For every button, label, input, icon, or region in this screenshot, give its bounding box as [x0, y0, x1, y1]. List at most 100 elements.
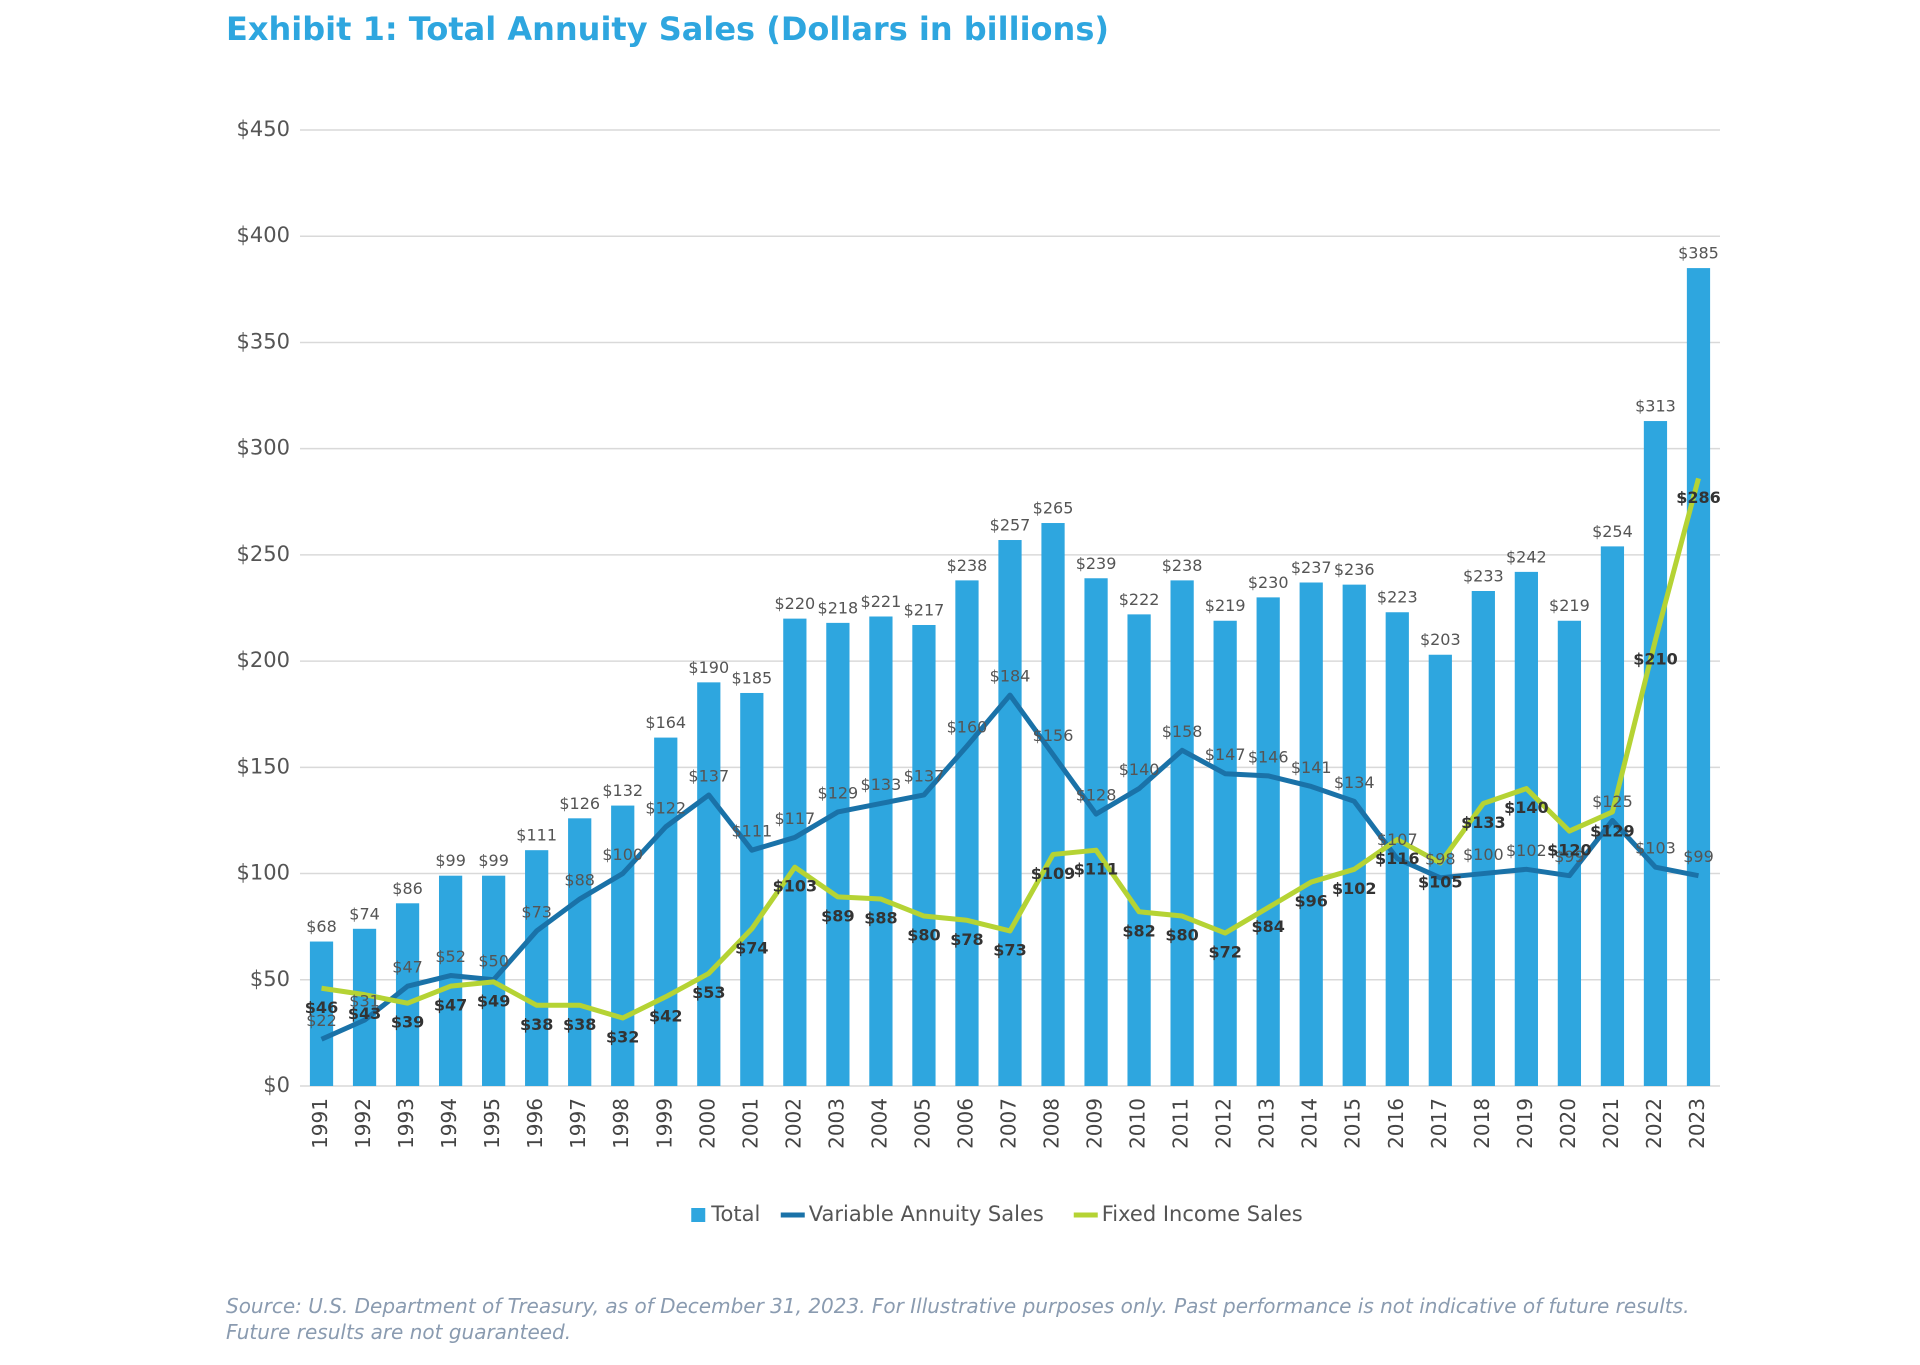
value-label: $22	[306, 1011, 337, 1030]
value-label: $107	[1377, 830, 1418, 849]
value-label: $313	[1635, 397, 1676, 416]
bar	[1041, 523, 1065, 1086]
x-tick-label: 1991	[308, 1098, 332, 1149]
value-label: $88	[564, 871, 595, 890]
x-tick-label: 2001	[738, 1098, 762, 1149]
legend-label: Fixed Income Sales	[1102, 1202, 1303, 1226]
value-label: $98	[1425, 849, 1456, 868]
value-label: $218	[818, 598, 859, 617]
value-label: $219	[1205, 596, 1246, 615]
value-label: $100	[602, 845, 643, 864]
value-label: $74	[349, 904, 380, 923]
value-label: $31	[349, 992, 380, 1011]
bar	[1213, 620, 1237, 1086]
value-label: $82	[1122, 921, 1155, 940]
bar	[740, 692, 764, 1086]
y-tick-label: $350	[237, 329, 290, 353]
value-label: $111	[1074, 860, 1119, 879]
bar	[568, 818, 592, 1086]
legend-label: Total	[710, 1202, 760, 1226]
x-tick-label: 2017	[1427, 1098, 1451, 1149]
value-label: $68	[306, 917, 337, 936]
value-label: $43	[348, 1004, 381, 1023]
x-tick-label: 2016	[1384, 1098, 1408, 1149]
value-label: $116	[1375, 849, 1420, 868]
value-label: $132	[602, 781, 643, 800]
value-label: $103	[1635, 839, 1676, 858]
bar	[826, 622, 850, 1086]
x-tick-label: 1995	[480, 1098, 504, 1149]
value-label: $111	[731, 822, 772, 841]
bar	[955, 580, 979, 1086]
value-label: $80	[907, 926, 940, 945]
x-tick-label: 2022	[1642, 1098, 1666, 1149]
x-tick-label: 1997	[566, 1098, 590, 1149]
value-label: $96	[1295, 892, 1328, 911]
source-box: Source: U.S. Department of Treasury, as …	[226, 1294, 1689, 1344]
bar	[309, 941, 334, 1086]
value-label: $47	[392, 958, 423, 977]
value-label: $49	[477, 991, 510, 1010]
value-label: $102	[1506, 841, 1547, 860]
value-label: $99	[1683, 847, 1714, 866]
value-label: $158	[1162, 722, 1203, 741]
value-label: $238	[1162, 556, 1203, 575]
x-tick-label: 2010	[1126, 1098, 1150, 1149]
bar	[654, 737, 678, 1086]
value-label: $128	[1076, 786, 1117, 805]
value-label: $160	[947, 718, 988, 737]
line	[320, 692, 1699, 1042]
x-tick-label: 2002	[781, 1098, 805, 1149]
bar	[869, 616, 893, 1086]
value-label: $236	[1334, 560, 1375, 579]
x-tick-label: 2023	[1685, 1098, 1709, 1149]
x-tick-label: 2014	[1298, 1098, 1322, 1149]
value-label: $103	[773, 877, 818, 896]
x-tick-label: 2019	[1513, 1098, 1537, 1149]
bar	[1084, 578, 1108, 1086]
value-label: $105	[1418, 872, 1463, 891]
x-tick-label: 2006	[953, 1098, 977, 1149]
value-label: $242	[1506, 547, 1547, 566]
value-label: $86	[392, 879, 423, 898]
value-label: $80	[1165, 926, 1198, 945]
bar	[1256, 597, 1280, 1086]
value-label: $120	[1547, 841, 1592, 860]
value-label: $39	[391, 1013, 424, 1032]
value-label: $219	[1549, 596, 1590, 615]
y-tick-label: $100	[237, 861, 290, 885]
bar	[1428, 654, 1452, 1086]
value-label: $190	[688, 658, 729, 677]
bar	[1471, 591, 1495, 1086]
chart-title: Exhibit 1: Total Annuity Sales (Dollars …	[226, 10, 1109, 48]
bar	[1557, 620, 1582, 1086]
value-label: $88	[864, 909, 897, 928]
x-tick-label: 1998	[609, 1098, 633, 1149]
x-tick-label: 1996	[523, 1098, 547, 1149]
y-tick-label: $150	[237, 754, 290, 778]
value-label: $221	[861, 592, 902, 611]
value-label: $38	[520, 1015, 553, 1034]
legend-swatch	[691, 1208, 706, 1222]
bar	[395, 903, 420, 1086]
value-label: $203	[1420, 630, 1461, 649]
value-label: $73	[993, 940, 1026, 959]
value-label: $137	[688, 766, 729, 785]
x-tick-label: 2020	[1556, 1098, 1580, 1149]
value-label: $99	[1554, 847, 1585, 866]
value-label: $265	[1033, 499, 1074, 518]
value-label: $117	[774, 809, 815, 828]
value-label: $53	[692, 983, 725, 1002]
value-label: $286	[1676, 488, 1721, 507]
value-label: $129	[1590, 821, 1635, 840]
value-label: $146	[1248, 747, 1289, 766]
value-label: $237	[1291, 558, 1332, 577]
value-label: $111	[516, 826, 557, 845]
x-tick-label: 2009	[1083, 1098, 1107, 1149]
value-label: $140	[1504, 798, 1549, 817]
x-tick-label: 2008	[1040, 1098, 1064, 1149]
value-label: $52	[435, 947, 466, 966]
value-label: $147	[1205, 745, 1246, 764]
value-label: $100	[1463, 845, 1504, 864]
